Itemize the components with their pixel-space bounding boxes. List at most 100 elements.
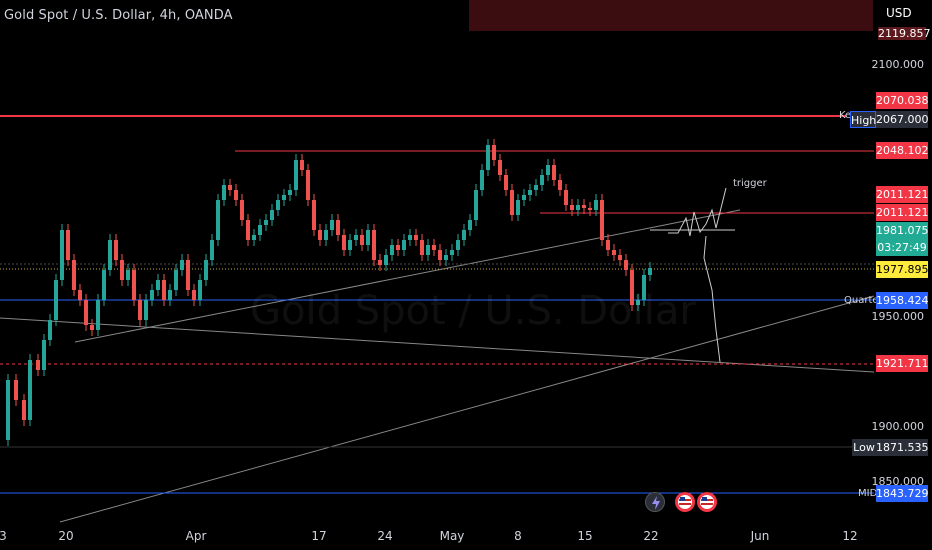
candle-body [66, 230, 70, 260]
candle-body [6, 380, 10, 440]
candle-body [534, 185, 538, 190]
candle-body [210, 240, 214, 260]
candle-body [102, 270, 106, 300]
candle-body [390, 245, 394, 255]
candle-body [96, 300, 100, 330]
candle-body [636, 300, 640, 305]
candle-body [462, 230, 466, 240]
candle-body [168, 290, 172, 300]
candle-body [480, 170, 484, 190]
candle-body [336, 220, 340, 235]
candle-body [360, 235, 364, 245]
candle-body [348, 240, 352, 250]
low-price-badge: 1871.535 [876, 439, 929, 456]
freehand-projection-drawing[interactable] [668, 187, 727, 363]
candle-body [432, 245, 436, 250]
high-price-badge: 2067.000 [876, 111, 929, 128]
candle-body [600, 200, 604, 240]
candle-body [342, 235, 346, 250]
candle-body [558, 180, 562, 190]
candle-body [22, 400, 26, 420]
countdown-badge: 03:27:49 [876, 239, 928, 256]
candle-body [408, 235, 412, 240]
candle-body [150, 290, 154, 300]
candle-body [108, 240, 112, 270]
symbol-title[interactable]: Gold Spot / U.S. Dollar, 4h, OANDA [4, 8, 233, 23]
candle-body [162, 280, 166, 300]
time-tick: 24 [377, 529, 393, 543]
candle-body [384, 255, 388, 265]
rising-trendline[interactable] [74, 209, 741, 343]
candle-body [354, 235, 358, 240]
candle-body [72, 260, 76, 290]
candle-body [540, 175, 544, 185]
candle-body [90, 325, 94, 330]
level-badge: 2011.121 [876, 186, 929, 203]
falling-trendline[interactable] [0, 317, 875, 373]
candle-body [486, 145, 490, 170]
candle-body [648, 268, 652, 275]
us-flag-icon[interactable] [675, 492, 695, 512]
candle-body [324, 230, 328, 240]
price-tick: 2100.000 [871, 58, 925, 71]
level-badge: 2011.121 [876, 204, 929, 221]
candle-body [588, 208, 592, 210]
candle-body [240, 200, 244, 220]
candle-body [498, 160, 502, 175]
lightning-icon[interactable] [645, 492, 665, 512]
time-tick: Jun [750, 529, 770, 543]
candle-body [528, 190, 532, 195]
candle-body [504, 175, 508, 190]
top-zone-rectangle[interactable] [469, 0, 873, 31]
candle-body [474, 190, 478, 220]
level-badge: 1921.711 [876, 355, 929, 372]
candle-body [468, 220, 472, 230]
lower-trendline[interactable] [59, 295, 875, 523]
key-level-badge: 2070.038 [876, 92, 929, 109]
candle-body [582, 205, 586, 208]
us-flag-icon[interactable] [697, 492, 717, 512]
mid-label: MID [858, 488, 878, 499]
candle-body [606, 240, 610, 250]
low-label-badge: Low [852, 439, 876, 456]
candle-body [282, 195, 286, 200]
candle-body [36, 360, 40, 370]
currency-label[interactable]: USD [886, 6, 912, 20]
candle-body [552, 165, 556, 180]
candle-body [54, 280, 58, 320]
key-label: Key [839, 110, 858, 121]
candle-body [270, 210, 274, 220]
candle-body [456, 240, 460, 250]
candle-body [198, 280, 202, 300]
price-tick: 1900.000 [871, 420, 925, 433]
price-tick: 1950.000 [871, 310, 925, 323]
candle-body [630, 270, 634, 305]
candle-body [420, 240, 424, 255]
candle-body [180, 260, 184, 270]
candle-body [450, 250, 454, 255]
candle-body [126, 270, 130, 280]
candle-body [288, 190, 292, 195]
candle-body [156, 280, 160, 290]
candle-body [204, 260, 208, 280]
candle-body [144, 300, 148, 320]
time-tick: 20 [58, 529, 74, 543]
time-tick: 3 [0, 529, 7, 543]
candle-body [174, 270, 178, 290]
candle-body [138, 300, 142, 320]
candle-body [252, 235, 256, 240]
yellow-level-badge: 1977.895 [876, 261, 929, 278]
time-tick: May [439, 529, 465, 543]
time-tick: 17 [311, 529, 327, 543]
symbol-watermark: Gold Spot / U.S. Dollar [250, 288, 696, 334]
time-tick: 15 [577, 529, 593, 543]
candle-body [192, 290, 196, 300]
trigger-annotation[interactable]: trigger [733, 178, 767, 189]
candle-body [276, 200, 280, 210]
candle-body [14, 380, 18, 400]
candle-body [372, 230, 376, 260]
time-tick: Apr [185, 529, 207, 543]
candle-body [522, 195, 526, 200]
candle-body [318, 230, 322, 240]
